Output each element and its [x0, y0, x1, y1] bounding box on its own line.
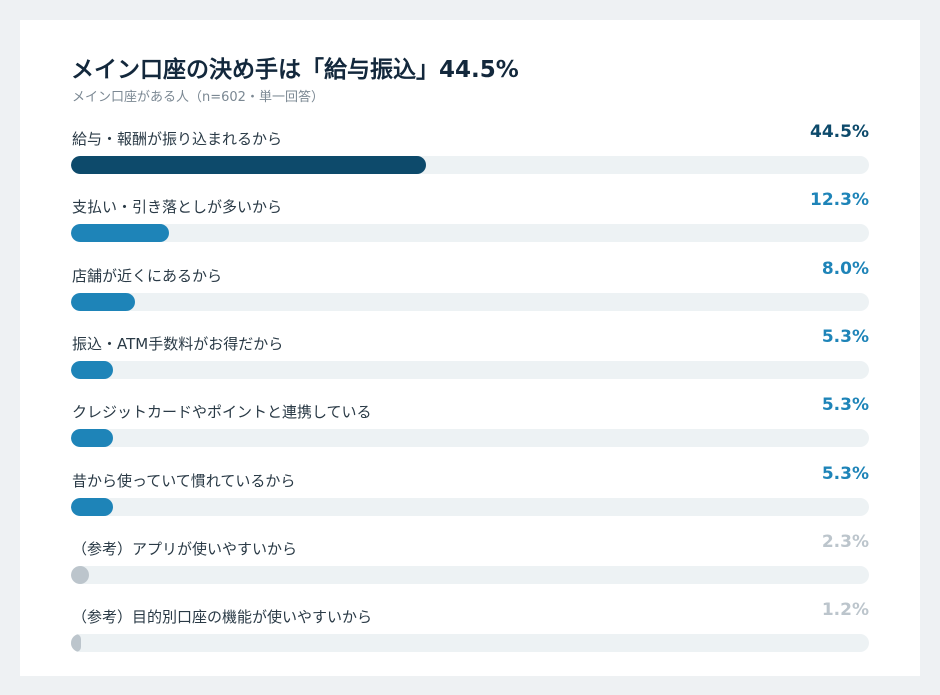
bar-track — [71, 634, 869, 653]
bar-row: クレジットカードやポイントと連携している 5.3% — [71, 395, 869, 455]
bar-track — [71, 565, 869, 584]
bar-label: クレジットカードやポイントと連携している — [72, 403, 372, 422]
bar-row: 振込・ATM手数料がお得だから 5.3% — [71, 327, 869, 387]
bar-value-label: 5.3% — [821, 326, 869, 347]
bar-track — [71, 360, 869, 379]
bar-label: 給与・報酬が振り込まれるから — [72, 130, 283, 148]
bar-value-label: 2.3% — [821, 531, 869, 552]
bar-fill — [71, 634, 81, 653]
bar-row: （参考）目的別口座の機能が使いやすいから 1.2% — [71, 600, 869, 660]
bar-value-label: 8.0% — [821, 258, 869, 279]
bar-fill — [71, 429, 114, 448]
bar-track — [71, 429, 869, 448]
bar-track — [71, 156, 869, 174]
bar-value-label: 5.3% — [821, 395, 869, 416]
bar-value-label: 5.3% — [821, 463, 869, 484]
bar-row: （参考）アプリが使いやすいから 2.3% — [71, 532, 869, 592]
bar-fill — [71, 224, 170, 243]
chart-title: メイン口座の決め手は「給与振込」44.5% — [71, 57, 519, 83]
bar-label: 振込・ATM手数料がお得だから — [72, 334, 284, 353]
bar-row: 支払い・引き落としが多いから 12.3% — [71, 190, 869, 250]
bar-label: 店舗が近くにあるから — [72, 266, 223, 285]
bar-row: 店舗が近くにあるから 8.0% — [71, 259, 869, 319]
bar-fill — [71, 360, 114, 379]
bar-label: 昔から使っていて慣れているから — [72, 471, 296, 490]
bar-label: （参考）アプリが使いやすいから — [72, 539, 298, 558]
bar-fill — [71, 292, 135, 311]
bar-fill — [71, 565, 90, 584]
bar-fill — [71, 156, 427, 174]
bar-value-label: 1.2% — [821, 600, 869, 621]
bar-row: 昔から使っていて慣れているから 5.3% — [71, 464, 869, 524]
bar-track — [71, 224, 869, 243]
chart-card: メイン口座の決め手は「給与振込」44.5% メイン口座がある人（n=602・単一… — [20, 20, 920, 676]
bar-label: （参考）目的別口座の機能が使いやすいから — [72, 608, 373, 627]
bar-rows: 給与・報酬が振り込まれるから 44.5% 支払い・引き落としが多いから 12.3% 店舗… — [71, 20, 869, 676]
bar-fill — [71, 497, 114, 516]
chart-subtitle: メイン口座がある人（n=602・単一回答） — [72, 90, 324, 105]
bar-value-label: 12.3% — [810, 190, 869, 211]
bar-label: 支払い・引き落としが多いから — [72, 198, 283, 217]
bar-row: 給与・報酬が振り込まれるから 44.5% — [71, 122, 869, 182]
bar-track — [71, 497, 869, 516]
bar-track — [71, 292, 869, 311]
bar-value-label: 44.5% — [810, 122, 869, 142]
